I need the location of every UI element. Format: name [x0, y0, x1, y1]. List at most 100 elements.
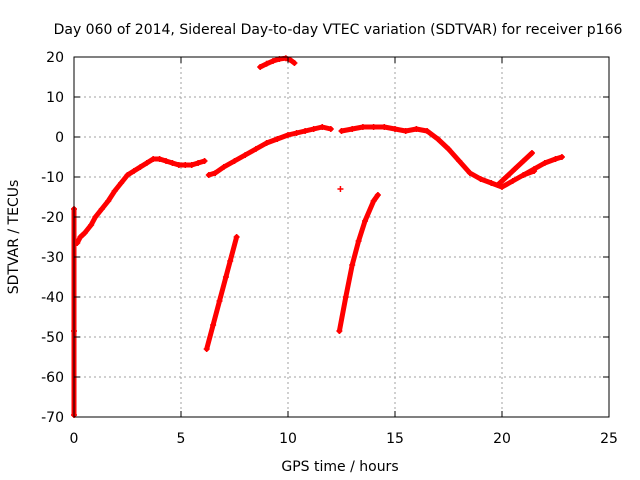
data-point [210, 322, 217, 328]
data-point [381, 124, 388, 130]
x-tick-label: 25 [600, 431, 618, 447]
data-point [231, 158, 238, 164]
data-point [342, 294, 349, 300]
data-point [541, 160, 548, 166]
data-point [163, 158, 170, 164]
data-point [531, 166, 538, 172]
y-axis-label: SDTVAR / TECUs [6, 180, 22, 295]
data-point [374, 192, 381, 198]
data-point [402, 128, 409, 134]
data-point [499, 184, 505, 190]
data-point [336, 328, 343, 334]
series-line-main-arc [74, 156, 207, 246]
x-tick-label: 20 [493, 431, 511, 447]
data-point [242, 152, 249, 158]
data-point [137, 164, 144, 170]
data-point [252, 146, 259, 152]
data-point [558, 154, 565, 160]
data-point [88, 222, 95, 228]
data-point [349, 262, 356, 268]
data-point [319, 124, 326, 130]
data-point [118, 180, 125, 186]
data-point [81, 230, 88, 236]
data-point [130, 168, 137, 174]
data-point [285, 132, 291, 138]
data-point [528, 150, 535, 156]
y-tick-label: -60 [41, 370, 64, 386]
series-line-rising-arc [206, 124, 334, 178]
data-point [143, 160, 150, 166]
data-point [182, 162, 189, 168]
series-line-steep-drop-1 [204, 234, 240, 352]
data-point [270, 58, 277, 64]
data-point [466, 170, 473, 176]
data-point [488, 180, 495, 186]
y-tick-label: 10 [46, 90, 64, 106]
data-point [175, 162, 182, 168]
data-point [201, 158, 208, 164]
data-point [370, 124, 377, 130]
data-point [227, 258, 234, 264]
data-point [520, 158, 527, 164]
x-axis-label: GPS time / hours [281, 459, 398, 475]
data-point [392, 126, 398, 132]
data-point [359, 124, 366, 130]
data-series [71, 55, 565, 418]
data-point [263, 60, 270, 67]
data-point [233, 234, 240, 240]
grid-lines [74, 57, 609, 417]
data-point [92, 214, 99, 220]
data-point [477, 176, 484, 182]
data-point [445, 146, 452, 152]
data-point [77, 234, 84, 240]
series-line-steep-drop-2 [336, 192, 381, 334]
data-point [413, 126, 420, 132]
data-point [327, 126, 334, 132]
data-point [511, 166, 518, 172]
data-point [370, 198, 377, 204]
y-tick-label: -50 [41, 330, 64, 346]
data-point [349, 126, 356, 132]
data-point [169, 160, 176, 166]
chart-title: Day 060 of 2014, Sidereal Day-to-day VTE… [54, 22, 623, 38]
y-tick-label: -40 [41, 290, 64, 306]
data-point [552, 156, 559, 162]
data-point [456, 158, 463, 164]
data-point [310, 126, 317, 132]
y-tick-label: -70 [41, 410, 64, 426]
data-point [509, 178, 516, 184]
axis-ticks: 0 5 10 15 20 25 20 10 0 -10 -20 -30 -40 -50 -60 -70 [41, 50, 618, 447]
data-point [494, 182, 501, 188]
x-tick-label: 5 [177, 431, 186, 447]
data-point [156, 156, 163, 162]
data-point [337, 186, 344, 192]
data-point [274, 136, 281, 142]
data-point [503, 174, 510, 180]
data-point [203, 346, 210, 352]
x-tick-label: 0 [70, 431, 79, 447]
data-point [98, 206, 105, 212]
x-tick-label: 10 [279, 431, 297, 447]
y-tick-label: -10 [41, 170, 64, 186]
y-tick-label: 20 [46, 50, 64, 66]
data-point [362, 218, 369, 224]
data-point [338, 128, 345, 134]
data-point [111, 188, 118, 194]
data-point [424, 128, 431, 134]
data-point [257, 64, 264, 70]
plot-frame [73, 56, 610, 418]
data-point [222, 274, 229, 280]
data-point [205, 172, 212, 178]
data-point [293, 130, 300, 136]
y-tick-label: -30 [41, 250, 64, 266]
data-point [105, 198, 112, 204]
data-point [302, 128, 309, 134]
x-tick-label: 15 [386, 431, 404, 447]
data-point [434, 136, 441, 142]
data-point [355, 238, 362, 244]
data-point [220, 164, 227, 170]
data-point [216, 298, 223, 304]
y-tick-label: 0 [55, 130, 64, 146]
data-point [212, 170, 219, 176]
